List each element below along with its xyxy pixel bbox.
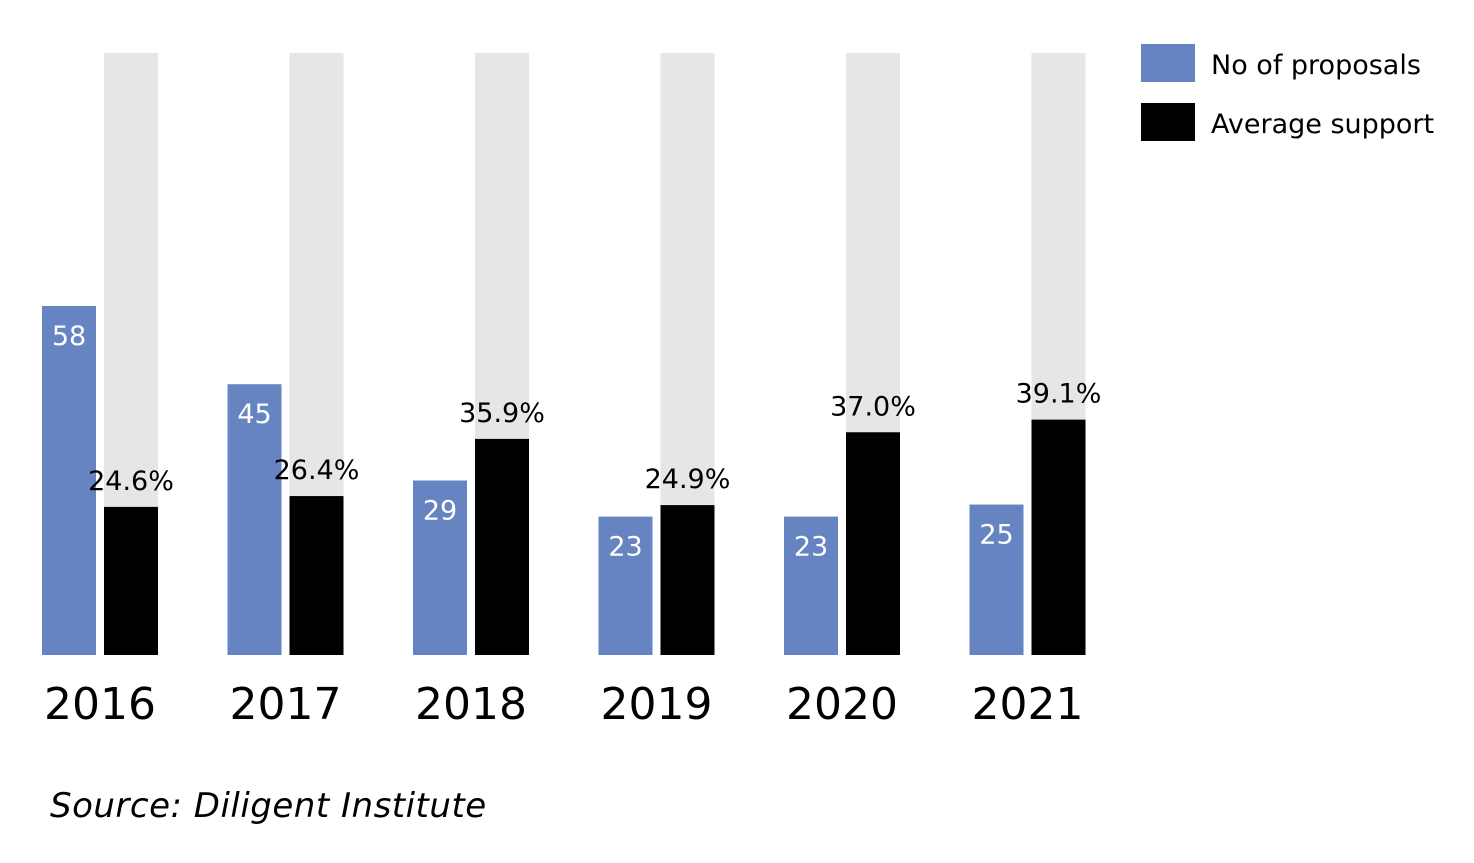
proposals-bar-2019 [598,516,653,655]
proposals-bar-2021 [969,504,1024,655]
legend-label-1: No of proposals [1211,50,1421,81]
proposals-value-label-2019: 23 [608,532,642,563]
x-tick-label-2020: 2020 [786,679,898,730]
legend-label-2: Average support [1211,109,1434,140]
x-tick-label-2019: 2019 [601,679,713,730]
support-bar-2020 [846,432,900,655]
proposals-bar-2017 [227,384,282,655]
x-tick-label-2018: 2018 [415,679,527,730]
proposals-value-label-2021: 25 [979,520,1013,551]
proposals-value-label-2017: 45 [237,399,271,430]
legend-swatch-2 [1141,103,1195,141]
x-tick-label-2016: 2016 [44,679,156,730]
support-bar-2018 [475,438,529,655]
proposals-bar-2016 [42,306,96,655]
support-bar-2021 [1031,419,1086,655]
proposals-value-label-2020: 23 [794,532,828,563]
support-bar-2019 [660,505,715,655]
proposals-value-label-2016: 58 [52,321,86,352]
x-tick-label-2017: 2017 [230,679,342,730]
support-value-label-2019: 24.9% [645,464,731,495]
legend: No of proposals Average support [1141,44,1434,141]
support-bar-2017 [289,496,344,655]
bars-layer [42,53,1086,655]
support-value-label-2017: 26.4% [274,455,360,486]
support-value-label-2018: 35.9% [459,398,545,429]
support-value-label-2021: 39.1% [1016,379,1102,410]
proposals-value-label-2018: 29 [423,496,457,527]
support-value-label-2016: 24.6% [88,466,174,497]
support-bar-2016 [104,506,158,655]
legend-swatch-1 [1141,44,1195,82]
support-value-label-2020: 37.0% [830,391,916,422]
x-tick-label-2021: 2021 [972,679,1084,730]
proposals-bar-2018 [413,480,467,655]
source-note: Source: Diligent Institute [50,786,487,826]
proposals-bar-2020 [784,516,838,655]
